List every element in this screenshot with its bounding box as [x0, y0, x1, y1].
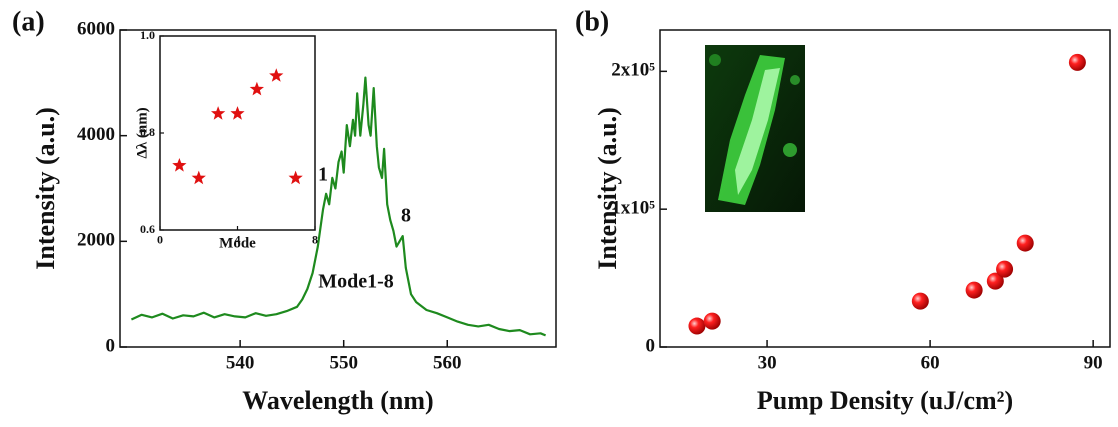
- x-tick-label: 90: [1084, 352, 1103, 373]
- y-tick-label: 1x10⁵: [611, 198, 655, 219]
- annotation: 8: [401, 205, 411, 227]
- star-point: [288, 170, 303, 185]
- star-point: [249, 81, 264, 96]
- y-tick-label: 6000: [77, 18, 115, 39]
- annotation: 1: [318, 164, 328, 186]
- x-tick-label: 60: [921, 352, 940, 373]
- star-point: [269, 68, 284, 82]
- sphere-point: [1016, 234, 1034, 252]
- x-axis-label: Mode: [219, 235, 256, 251]
- x-tick-label: 550: [329, 352, 358, 373]
- sphere-point: [1068, 53, 1086, 71]
- x-tick-label: 4: [235, 233, 241, 247]
- y-tick-label: 4000: [77, 124, 115, 145]
- spectrum-line: [130, 76, 547, 337]
- x-tick-label: 30: [758, 352, 777, 373]
- x-axis-label: Pump Density (uJ/cm²): [757, 386, 1013, 415]
- sphere-point: [986, 272, 1004, 290]
- x-tick-label: 0: [157, 233, 163, 247]
- sphere-point: [965, 281, 983, 299]
- y-tick-label: 1.0: [140, 28, 155, 42]
- panel-label: (b): [575, 6, 609, 37]
- sphere-point: [688, 317, 706, 335]
- x-axis-label: Wavelength (nm): [242, 386, 433, 415]
- microscope-image: [705, 45, 805, 212]
- y-tick-label: 0.8: [140, 125, 155, 139]
- sphere-point: [703, 312, 721, 330]
- x-tick-label: 8: [312, 233, 318, 247]
- sphere-point: [996, 260, 1014, 278]
- y-tick-label: 0: [106, 335, 116, 356]
- y-tick-label: 0: [646, 335, 656, 356]
- panel-label: (a): [12, 6, 45, 37]
- y-axis-label: Intensity (a.u.): [31, 107, 60, 270]
- y-axis-label: Intensity (a.u.): [593, 107, 622, 270]
- sphere-point: [911, 292, 929, 310]
- plot-frame: [659, 29, 1111, 348]
- annotation: Mode1-8: [318, 271, 394, 293]
- star-point: [172, 158, 187, 172]
- x-tick-label: 540: [226, 352, 255, 373]
- plot-frame: [119, 29, 557, 348]
- star-point: [211, 106, 226, 120]
- y-tick-label: 2x10⁵: [611, 60, 655, 81]
- y-axis-label: Δλ (nm): [134, 107, 150, 158]
- y-tick-label: 0.6: [140, 222, 155, 236]
- x-tick-label: 560: [433, 352, 462, 373]
- plot-frame: [159, 35, 316, 231]
- y-tick-label: 2000: [77, 230, 115, 251]
- star-point: [191, 170, 206, 185]
- star-point: [230, 106, 245, 120]
